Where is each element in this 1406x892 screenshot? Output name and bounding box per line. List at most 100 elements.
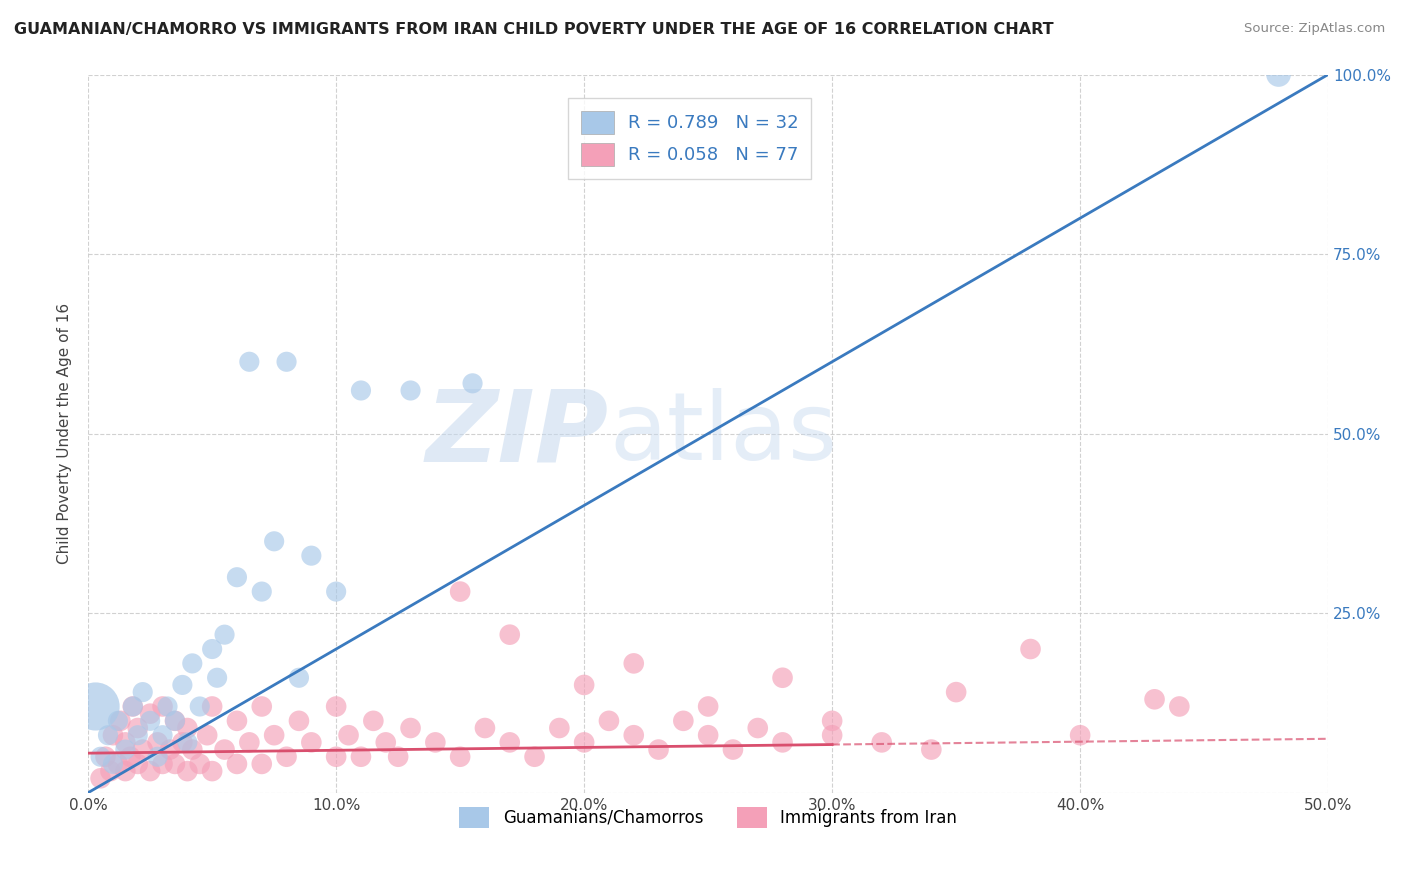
Point <box>226 756 249 771</box>
Point <box>163 756 186 771</box>
Point <box>572 735 595 749</box>
Point <box>363 714 385 728</box>
Point <box>672 714 695 728</box>
Point <box>325 749 347 764</box>
Point <box>1069 728 1091 742</box>
Point <box>721 742 744 756</box>
Point <box>90 749 112 764</box>
Point <box>325 584 347 599</box>
Point <box>449 584 471 599</box>
Point <box>1019 642 1042 657</box>
Point <box>181 657 204 671</box>
Point <box>110 714 132 728</box>
Point <box>474 721 496 735</box>
Point <box>250 756 273 771</box>
Point <box>188 699 211 714</box>
Point <box>697 728 720 742</box>
Point <box>647 742 669 756</box>
Point <box>176 721 198 735</box>
Point <box>114 764 136 778</box>
Point <box>772 671 794 685</box>
Point <box>288 671 311 685</box>
Point <box>97 728 120 742</box>
Point <box>499 628 522 642</box>
Point <box>172 735 194 749</box>
Point <box>263 728 285 742</box>
Point <box>461 376 484 391</box>
Point <box>127 728 149 742</box>
Point <box>201 764 224 778</box>
Point <box>449 749 471 764</box>
Point <box>350 384 373 398</box>
Point <box>214 628 236 642</box>
Point <box>127 721 149 735</box>
Point <box>226 570 249 584</box>
Point <box>263 534 285 549</box>
Point <box>156 699 179 714</box>
Point <box>499 735 522 749</box>
Point <box>139 714 162 728</box>
Point <box>697 699 720 714</box>
Text: Source: ZipAtlas.com: Source: ZipAtlas.com <box>1244 22 1385 36</box>
Point <box>100 764 122 778</box>
Point <box>299 735 322 749</box>
Point <box>276 749 298 764</box>
Point <box>623 657 645 671</box>
Point <box>226 714 249 728</box>
Point <box>101 728 124 742</box>
Point <box>870 735 893 749</box>
Point <box>399 721 422 735</box>
Point <box>1168 699 1191 714</box>
Point <box>114 742 136 756</box>
Point <box>139 706 162 721</box>
Point <box>127 756 149 771</box>
Point <box>623 728 645 742</box>
Point <box>181 742 204 756</box>
Point <box>152 699 174 714</box>
Point <box>425 735 447 749</box>
Y-axis label: Child Poverty Under the Age of 16: Child Poverty Under the Age of 16 <box>58 303 72 564</box>
Point <box>205 671 228 685</box>
Point <box>152 756 174 771</box>
Point <box>107 714 129 728</box>
Point <box>1143 692 1166 706</box>
Point <box>276 355 298 369</box>
Point <box>238 735 260 749</box>
Point <box>350 749 373 764</box>
Point <box>250 584 273 599</box>
Point <box>94 749 117 764</box>
Point <box>523 749 546 764</box>
Point <box>387 749 409 764</box>
Point <box>107 756 129 771</box>
Point <box>325 699 347 714</box>
Point <box>172 678 194 692</box>
Point <box>920 742 942 756</box>
Point <box>132 685 155 699</box>
Point <box>250 699 273 714</box>
Point <box>176 735 198 749</box>
Point <box>299 549 322 563</box>
Point <box>90 772 112 786</box>
Point <box>201 642 224 657</box>
Text: atlas: atlas <box>609 388 837 480</box>
Point <box>120 749 142 764</box>
Point <box>1267 68 1289 82</box>
Point <box>146 749 169 764</box>
Point <box>146 735 169 749</box>
Point <box>176 764 198 778</box>
Point <box>945 685 967 699</box>
Point <box>821 714 844 728</box>
Point <box>238 355 260 369</box>
Point <box>374 735 396 749</box>
Point <box>159 742 181 756</box>
Point <box>337 728 360 742</box>
Point <box>598 714 620 728</box>
Point <box>163 714 186 728</box>
Point <box>195 728 218 742</box>
Legend: Guamanians/Chamorros, Immigrants from Iran: Guamanians/Chamorros, Immigrants from Ir… <box>453 800 963 835</box>
Point <box>152 728 174 742</box>
Point <box>121 699 143 714</box>
Point <box>201 699 224 714</box>
Point <box>399 384 422 398</box>
Point <box>572 678 595 692</box>
